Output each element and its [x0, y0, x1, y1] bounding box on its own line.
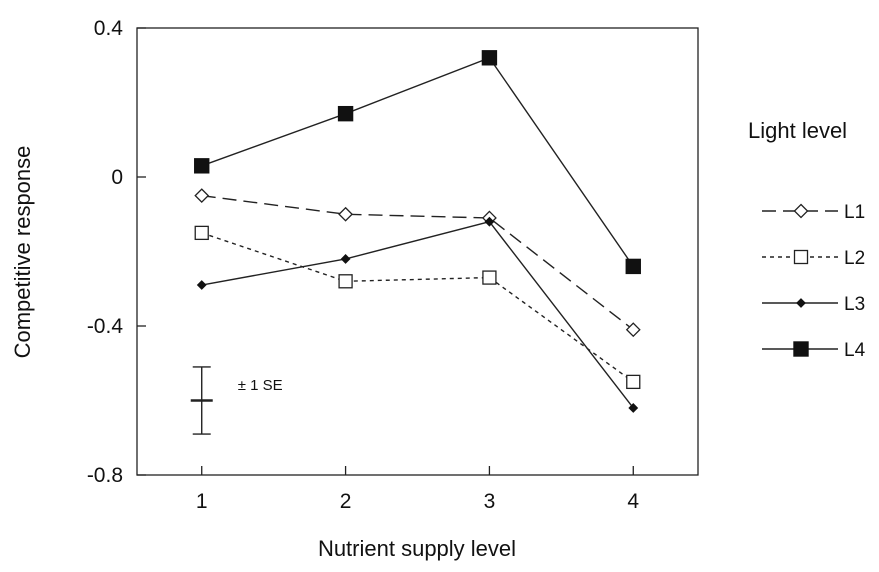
data-point-l4 — [337, 105, 354, 122]
data-point-l1 — [194, 188, 210, 204]
data-point-l2 — [482, 270, 497, 285]
x-axis-title: Nutrient supply level — [318, 536, 516, 561]
y-tick-label: 0 — [111, 166, 123, 189]
legend-marker — [793, 203, 809, 219]
legend-item-l4: L4 — [762, 340, 866, 361]
legend-label: L4 — [844, 340, 866, 361]
data-point-l3 — [340, 254, 351, 264]
legend-item-l1: L1 — [762, 202, 865, 223]
legend-item-l3: L3 — [762, 294, 865, 315]
data-point-l3 — [484, 216, 495, 227]
data-point-l4 — [481, 50, 498, 66]
series-l2 — [194, 225, 641, 390]
x-tick-label: 4 — [627, 490, 639, 513]
x-tick-label: 2 — [340, 490, 352, 513]
series-line-l4 — [201, 56, 634, 267]
series-line-l1 — [201, 194, 634, 331]
legend-label: L1 — [844, 202, 865, 223]
legend-marker — [796, 298, 806, 308]
legend-title: Light level — [748, 118, 847, 143]
series-line-l2 — [201, 232, 634, 383]
series-l3 — [196, 216, 639, 413]
series-line-l3 — [201, 220, 634, 409]
y-tick-label: -0.4 — [87, 315, 124, 338]
y-axis-title: Competitive response — [10, 146, 35, 359]
data-point-l2 — [194, 225, 209, 241]
legend-label: L2 — [844, 248, 865, 269]
data-point-l2 — [626, 374, 641, 390]
legend-label: L3 — [844, 294, 865, 315]
data-point-l1 — [625, 322, 641, 338]
plot-frame — [136, 27, 699, 476]
series-l4 — [194, 50, 641, 275]
legend-marker — [793, 341, 809, 357]
y-tick-label: -0.8 — [87, 464, 123, 487]
se-label: ± 1 SE — [238, 377, 283, 394]
data-point-l3 — [628, 403, 639, 413]
data-point-l4 — [194, 158, 210, 174]
y-tick-label: 0.4 — [94, 17, 124, 40]
legend-item-l2: L2 — [762, 248, 865, 269]
data-point-l2 — [338, 274, 353, 289]
data-point-l4 — [625, 258, 641, 275]
data-point-l1 — [338, 206, 353, 222]
data-point-l3 — [196, 280, 207, 290]
series-l1 — [194, 188, 641, 338]
x-tick-label: 3 — [484, 490, 496, 513]
x-tick-label: 1 — [196, 490, 208, 513]
legend-marker — [793, 249, 809, 265]
